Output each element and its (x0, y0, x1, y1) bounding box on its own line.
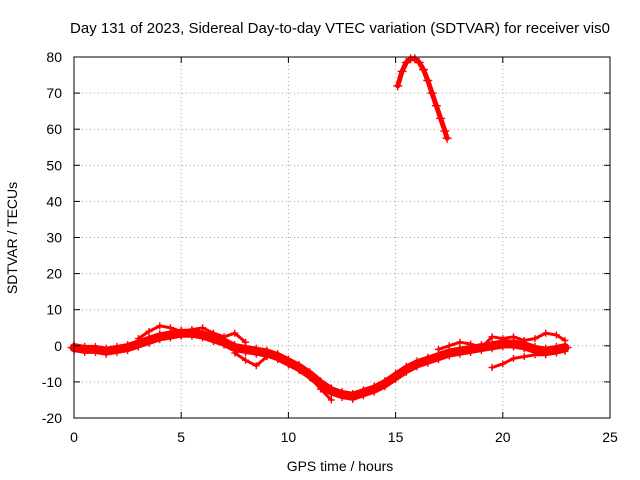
x-tick-label: 20 (495, 429, 511, 445)
data-point (488, 333, 496, 341)
data-point (440, 126, 450, 136)
data-point (324, 384, 338, 398)
data-point (346, 389, 360, 403)
data-point (427, 88, 437, 98)
x-tick-label: 15 (388, 429, 404, 445)
data-point (252, 362, 260, 370)
data-point (327, 396, 335, 404)
data-point (561, 336, 569, 344)
data-point (510, 333, 518, 341)
data-point (306, 372, 314, 380)
data-point (284, 360, 292, 368)
data-point (421, 353, 435, 367)
data-point (145, 327, 153, 335)
data-point (552, 349, 560, 357)
data-point (153, 330, 167, 344)
chart-title: Day 131 of 2023, Sidereal Day-to-day VTE… (70, 20, 610, 37)
data-point (423, 75, 433, 85)
axis-ticks: 0 5 10 15 20 25 -20 -10 0 10 20 30 40 50 60 70 80 (42, 49, 618, 445)
data-point (477, 344, 485, 352)
data-point (561, 347, 569, 355)
data-point (488, 363, 496, 371)
data-point (367, 382, 381, 396)
data-point (220, 333, 228, 341)
data-point (199, 324, 207, 332)
data-point (99, 344, 113, 358)
data-point (434, 345, 442, 353)
y-tick-label: 60 (46, 121, 62, 137)
data-point (335, 388, 349, 402)
data-point (249, 344, 263, 358)
data-point (485, 339, 499, 353)
data-point (134, 335, 142, 343)
gridlines (74, 57, 610, 418)
data-point (414, 57, 424, 67)
data-point (177, 327, 185, 335)
data-point (531, 351, 539, 359)
y-tick-label: 40 (46, 193, 62, 209)
x-axis-label: GPS time / hours (287, 458, 394, 474)
data-point (445, 342, 453, 350)
data-point (442, 133, 452, 143)
data-point (231, 349, 239, 357)
data-point (295, 365, 303, 373)
data-point (399, 362, 413, 376)
data-point (520, 336, 528, 344)
data-point (393, 81, 403, 91)
data-point (531, 335, 539, 343)
data-point (274, 351, 282, 359)
y-tick-label: -20 (42, 410, 62, 426)
x-tick-label: 0 (70, 429, 78, 445)
data-point (520, 353, 528, 361)
x-tick-label: 10 (281, 429, 297, 445)
series-band-lower-spread (233, 351, 333, 402)
y-tick-label: -10 (42, 374, 62, 390)
y-tick-label: 50 (46, 157, 62, 173)
data-point (397, 66, 407, 76)
data-point (467, 340, 475, 348)
data-point (242, 356, 250, 364)
series-arc (395, 56, 450, 141)
x-tick-label: 5 (177, 429, 185, 445)
y-axis-label: SDTVAR / TECUs (4, 182, 20, 294)
y-tick-label: 70 (46, 85, 62, 101)
data-point (431, 101, 441, 111)
data-point (453, 344, 467, 358)
data-point (110, 342, 124, 356)
data-point (231, 329, 239, 337)
data-point (542, 351, 550, 359)
data-point (542, 329, 550, 337)
y-tick-label: 80 (46, 49, 62, 65)
data-point (142, 333, 156, 347)
data-point (156, 322, 164, 330)
y-tick-label: 30 (46, 230, 62, 246)
data-series (67, 54, 572, 404)
data-point (88, 342, 102, 356)
data-point (317, 385, 325, 393)
data-point (121, 341, 135, 355)
data-point (166, 324, 174, 332)
data-point (510, 354, 518, 362)
data-point (456, 338, 464, 346)
data-point (378, 377, 392, 391)
data-point (410, 357, 424, 371)
data-point (242, 338, 250, 346)
data-point (552, 331, 560, 339)
data-point (356, 386, 370, 400)
data-point (188, 326, 196, 334)
x-tick-label: 25 (602, 429, 618, 445)
data-point (418, 65, 428, 75)
data-point (389, 369, 403, 383)
data-point (209, 329, 217, 337)
data-point (263, 353, 271, 361)
data-point (499, 335, 507, 343)
data-point (499, 360, 507, 368)
y-tick-label: 0 (54, 338, 62, 354)
y-tick-label: 10 (46, 302, 62, 318)
y-tick-label: 20 (46, 266, 62, 282)
data-point (436, 113, 446, 123)
